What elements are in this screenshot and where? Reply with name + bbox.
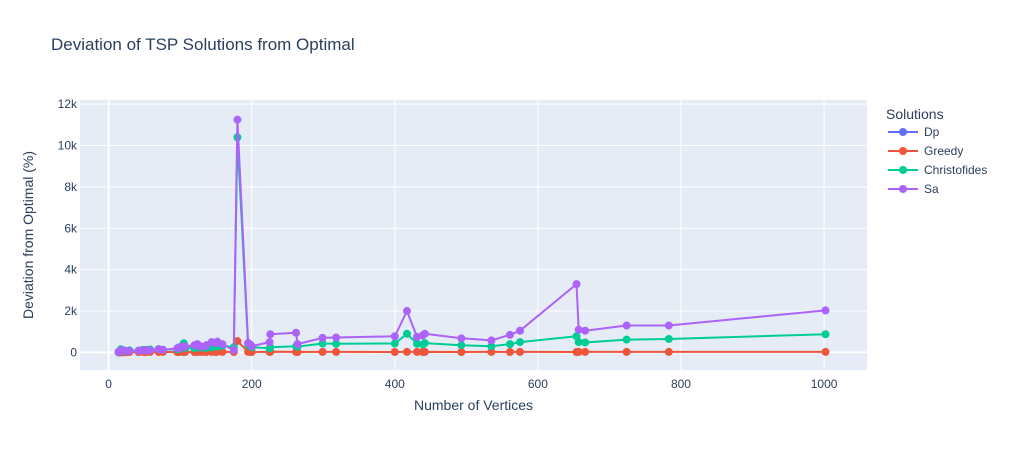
y-tick-label: 2k xyxy=(64,304,78,318)
data-point-sa[interactable] xyxy=(247,342,256,351)
data-point-greedy[interactable] xyxy=(412,347,421,356)
data-point-sa[interactable] xyxy=(318,333,327,342)
data-point-sa[interactable] xyxy=(581,326,590,335)
data-point-sa[interactable] xyxy=(574,325,583,334)
legend-item-greedy[interactable]: Greedy xyxy=(888,144,963,158)
data-point-sa[interactable] xyxy=(181,342,190,351)
data-point-christofides[interactable] xyxy=(420,339,429,348)
data-point-greedy[interactable] xyxy=(622,347,631,356)
data-point-sa[interactable] xyxy=(146,346,155,355)
data-point-sa[interactable] xyxy=(420,329,429,338)
data-point-christofides[interactable] xyxy=(390,339,399,348)
data-point-greedy[interactable] xyxy=(487,347,496,356)
data-point-christofides[interactable] xyxy=(622,335,631,344)
data-point-greedy[interactable] xyxy=(332,347,341,356)
data-point-greedy[interactable] xyxy=(457,348,466,356)
y-tick-label: 10k xyxy=(58,139,78,153)
legend-marker-sa xyxy=(899,185,907,193)
x-tick-label: 400 xyxy=(385,377,405,391)
legend-marker-greedy xyxy=(899,147,907,155)
data-point-sa[interactable] xyxy=(332,333,341,342)
data-point-christofides[interactable] xyxy=(574,338,583,347)
data-point-greedy[interactable] xyxy=(420,347,429,356)
y-tick-label: 6k xyxy=(64,221,78,235)
data-point-greedy[interactable] xyxy=(664,347,673,356)
data-point-sa[interactable] xyxy=(664,321,673,330)
y-tick-label: 8k xyxy=(64,180,78,194)
data-point-sa[interactable] xyxy=(487,336,496,345)
data-point-sa[interactable] xyxy=(457,334,466,343)
data-point-greedy[interactable] xyxy=(402,347,411,356)
data-point-christofides[interactable] xyxy=(402,329,411,338)
x-tick-label: 600 xyxy=(528,377,548,391)
data-point-christofides[interactable] xyxy=(821,330,830,339)
legend-title: Solutions xyxy=(886,106,944,122)
legend[interactable]: Dp Greedy Christofides Sa xyxy=(888,125,987,196)
data-point-greedy[interactable] xyxy=(505,348,514,356)
data-point-sa[interactable] xyxy=(293,340,302,349)
x-axis-title: Number of Vertices xyxy=(414,397,533,413)
data-point-sa[interactable] xyxy=(821,306,830,315)
data-point-greedy[interactable] xyxy=(516,347,525,356)
data-point-sa[interactable] xyxy=(572,280,581,289)
x-tick-label: 1000 xyxy=(811,377,838,391)
legend-item-christofides[interactable]: Christofides xyxy=(888,163,987,177)
y-axis-title: Deviation from Optimal (%) xyxy=(20,151,36,319)
legend-item-dp[interactable]: Dp xyxy=(888,125,940,139)
data-point-greedy[interactable] xyxy=(390,348,399,356)
x-tick-label: 200 xyxy=(242,377,262,391)
data-point-christofides[interactable] xyxy=(581,338,590,347)
legend-marker-dp xyxy=(899,128,907,136)
data-point-sa[interactable] xyxy=(265,338,274,347)
data-point-christofides[interactable] xyxy=(516,338,525,347)
data-point-greedy[interactable] xyxy=(581,347,590,356)
data-point-greedy[interactable] xyxy=(574,347,583,356)
legend-label-christofides: Christofides xyxy=(924,163,987,177)
data-point-sa[interactable] xyxy=(125,347,134,356)
data-point-greedy[interactable] xyxy=(218,347,227,356)
legend-label-greedy: Greedy xyxy=(924,144,963,158)
data-point-sa[interactable] xyxy=(516,326,525,335)
data-point-christofides[interactable] xyxy=(664,334,673,343)
data-point-christofides[interactable] xyxy=(505,340,514,349)
data-point-christofides[interactable] xyxy=(457,341,466,350)
data-point-greedy[interactable] xyxy=(318,347,327,356)
data-point-sa[interactable] xyxy=(229,346,238,355)
data-point-sa[interactable] xyxy=(233,115,242,124)
data-point-greedy[interactable] xyxy=(821,347,830,356)
series-layer xyxy=(114,115,830,357)
y-tick-label: 12k xyxy=(58,97,78,111)
x-tick-label: 800 xyxy=(671,377,691,391)
legend-marker-christofides xyxy=(899,166,907,174)
data-point-sa[interactable] xyxy=(390,332,399,341)
data-point-christofides[interactable] xyxy=(318,339,327,348)
data-point-sa[interactable] xyxy=(158,345,167,354)
legend-item-sa[interactable]: Sa xyxy=(888,182,939,196)
legend-label-dp: Dp xyxy=(924,125,940,139)
data-point-sa[interactable] xyxy=(266,330,275,339)
data-point-greedy[interactable] xyxy=(233,337,242,346)
legend-label-sa: Sa xyxy=(924,182,939,196)
data-point-sa[interactable] xyxy=(292,328,301,337)
y-tick-label: 4k xyxy=(64,263,78,277)
data-point-sa[interactable] xyxy=(402,307,411,316)
y-tick-label: 0 xyxy=(70,345,77,359)
data-point-christofides[interactable] xyxy=(487,342,496,351)
data-point-sa[interactable] xyxy=(505,330,514,339)
data-point-sa[interactable] xyxy=(622,321,631,330)
series-sa xyxy=(114,115,830,356)
x-axis-ticks: 0 200 400 600 800 1000 xyxy=(105,377,837,391)
data-point-christofides[interactable] xyxy=(332,339,341,348)
y-axis-ticks: 0 2k 4k 6k 8k 10k 12k xyxy=(58,97,78,359)
data-point-sa[interactable] xyxy=(218,340,227,349)
x-tick-label: 0 xyxy=(105,377,112,391)
plot-background xyxy=(80,100,867,370)
chart-title: Deviation of TSP Solutions from Optimal xyxy=(51,35,355,54)
